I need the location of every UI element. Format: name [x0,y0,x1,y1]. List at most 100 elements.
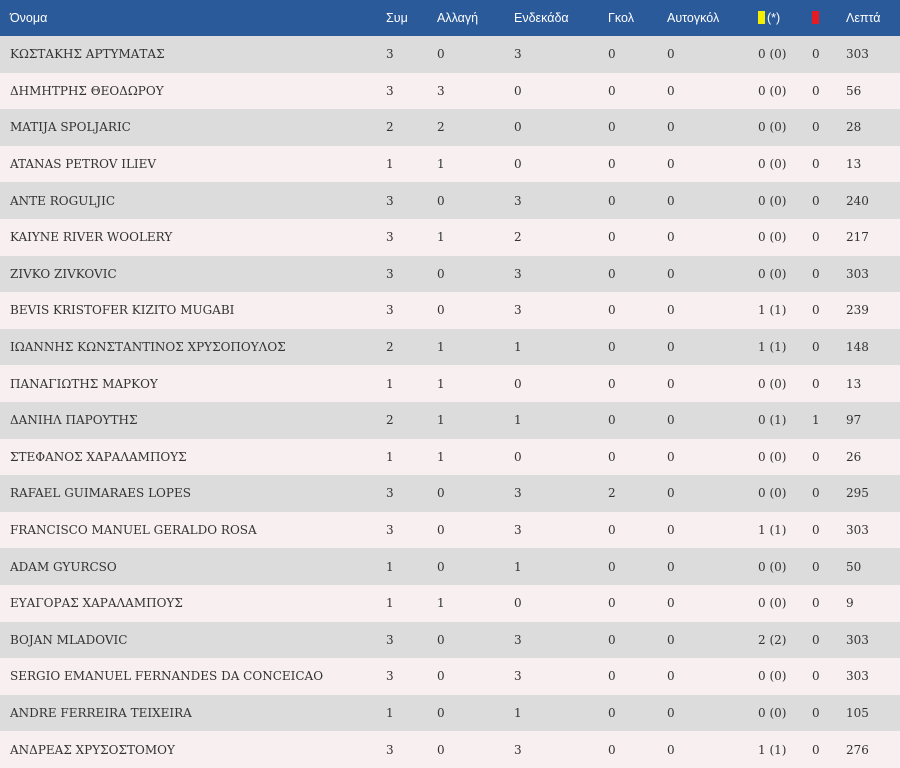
cell-substitute: 1 [437,413,445,428]
cell-red-cards: 0 [812,340,820,355]
cell-own-goals: 0 [667,632,675,647]
cell-substitute: 3 [437,83,445,98]
cell-own-goals: 0 [667,559,675,574]
table-row: ΑΝΔΡΕΑΣ ΧΡΥΣΟΣΤΟΜΟΥ 3 0 3 0 0 1 (1) 0 276 [0,731,900,768]
cell-substitute: 2 [437,120,445,135]
cell-goals: 0 [608,266,616,281]
cell-appearances: 1 [386,559,394,574]
cell-substitute: 0 [437,669,445,684]
cell-minutes: 217 [846,230,869,245]
cell-appearances: 1 [386,449,394,464]
cell-red-cards: 0 [812,523,820,538]
cell-yellow-cards: 0 (0) [758,120,787,135]
cell-goals: 0 [608,559,616,574]
cell-red-cards: 0 [812,486,820,501]
cell-starting: 2 [514,230,522,245]
cell-starting: 1 [514,340,522,355]
cell-substitute: 1 [437,340,445,355]
cell-red-cards: 0 [812,596,820,611]
cell-name: FRANCISCO MANUEL GERALDO ROSA [10,523,257,538]
table-row: BEVIS KRISTOFER KIZITO MUGABI 3 0 3 0 0 1 (1) 0… [0,292,900,329]
cell-minutes: 303 [846,523,869,538]
cell-own-goals: 0 [667,523,675,538]
column-header-starting[interactable]: Ενδεκάδα [514,11,569,25]
table-header-row: Όνομα Συμ Αλλαγή Ενδεκάδα Γκολ Αυτογκόλ … [0,0,900,36]
cell-substitute: 0 [437,47,445,62]
cell-goals: 0 [608,303,616,318]
cell-red-cards: 0 [812,193,820,208]
cell-substitute: 0 [437,486,445,501]
cell-minutes: 303 [846,669,869,684]
cell-minutes: 56 [846,83,862,98]
cell-substitute: 0 [437,266,445,281]
cell-substitute: 0 [437,705,445,720]
cell-own-goals: 0 [667,376,675,391]
cell-starting: 0 [514,157,522,172]
cell-yellow-cards: 1 (1) [758,742,787,757]
cell-yellow-cards: 1 (1) [758,523,787,538]
cell-minutes: 303 [846,266,869,281]
cell-starting: 0 [514,120,522,135]
cell-starting: 1 [514,559,522,574]
cell-substitute: 1 [437,157,445,172]
column-header-goals[interactable]: Γκολ [608,11,634,25]
cell-substitute: 0 [437,559,445,574]
cell-appearances: 2 [386,120,394,135]
cell-yellow-cards: 2 (2) [758,632,787,647]
cell-appearances: 2 [386,413,394,428]
cell-substitute: 0 [437,632,445,647]
cell-yellow-cards: 0 (0) [758,376,787,391]
cell-minutes: 240 [846,193,869,208]
cell-goals: 0 [608,596,616,611]
column-header-own-goals[interactable]: Αυτογκόλ [667,11,720,25]
cell-red-cards: 0 [812,376,820,391]
cell-yellow-cards: 0 (0) [758,596,787,611]
cell-name: ΚΩΣΤΑΚΗΣ ΑΡΤΥΜΑΤΑΣ [10,47,165,62]
cell-red-cards: 0 [812,157,820,172]
cell-own-goals: 0 [667,449,675,464]
column-header-name[interactable]: Όνομα [10,11,48,25]
cell-goals: 0 [608,157,616,172]
cell-red-cards: 0 [812,230,820,245]
cell-yellow-cards: 0 (0) [758,705,787,720]
cell-own-goals: 0 [667,669,675,684]
cell-red-cards: 1 [812,413,820,428]
yellow-card-suffix: (*) [767,11,781,25]
cell-yellow-cards: 1 (1) [758,303,787,318]
cell-minutes: 303 [846,47,869,62]
cell-red-cards: 0 [812,669,820,684]
cell-own-goals: 0 [667,266,675,281]
cell-name: BOJAN MLADOVIC [10,632,128,647]
cell-starting: 3 [514,669,522,684]
cell-yellow-cards: 0 (0) [758,449,787,464]
column-header-red-cards[interactable] [812,0,846,36]
cell-goals: 0 [608,632,616,647]
cell-minutes: 276 [846,742,869,757]
cell-red-cards: 0 [812,705,820,720]
cell-appearances: 1 [386,705,394,720]
cell-goals: 0 [608,742,616,757]
cell-minutes: 13 [846,376,862,391]
cell-minutes: 148 [846,340,869,355]
column-header-minutes[interactable]: Λεπτά [846,11,881,25]
column-header-yellow-cards[interactable]: (*) [758,0,812,36]
cell-name: SERGIO EMANUEL FERNANDES DA CONCEICAO [10,669,324,684]
cell-name: MATIJA SPOLJARIC [10,120,131,135]
table-row: ΙΩΑΝΝΗΣ ΚΩΝΣΤΑΝΤΙΝΟΣ ΧΡΥΣΟΠΟΥΛΟΣ 2 1 1 0 0 1 (… [0,328,900,366]
column-header-appearances[interactable]: Συμ [386,11,408,25]
cell-minutes: 13 [846,157,862,172]
cell-appearances: 3 [386,266,394,281]
cell-goals: 0 [608,449,616,464]
cell-appearances: 1 [386,376,394,391]
table-row: ATANAS PETROV ILIEV 1 1 0 0 0 0 (0) 0 13 [0,145,900,183]
cell-substitute: 0 [437,742,445,757]
table-body: ΚΩΣΤΑΚΗΣ ΑΡΤΥΜΑΤΑΣ 3 0 3 0 0 0 (0) 0 303 ΔΗΜΗΤΡΗΣ… [0,36,900,768]
column-header-substitute[interactable]: Αλλαγή [437,11,479,25]
cell-starting: 0 [514,376,522,391]
cell-goals: 0 [608,193,616,208]
cell-minutes: 97 [846,413,862,428]
cell-appearances: 3 [386,303,394,318]
cell-starting: 0 [514,596,522,611]
table-row: ΠΑΝΑΓΙΩΤΗΣ ΜΑΡΚΟΥ 1 1 0 0 0 0 (0) 0 13 [0,365,900,402]
